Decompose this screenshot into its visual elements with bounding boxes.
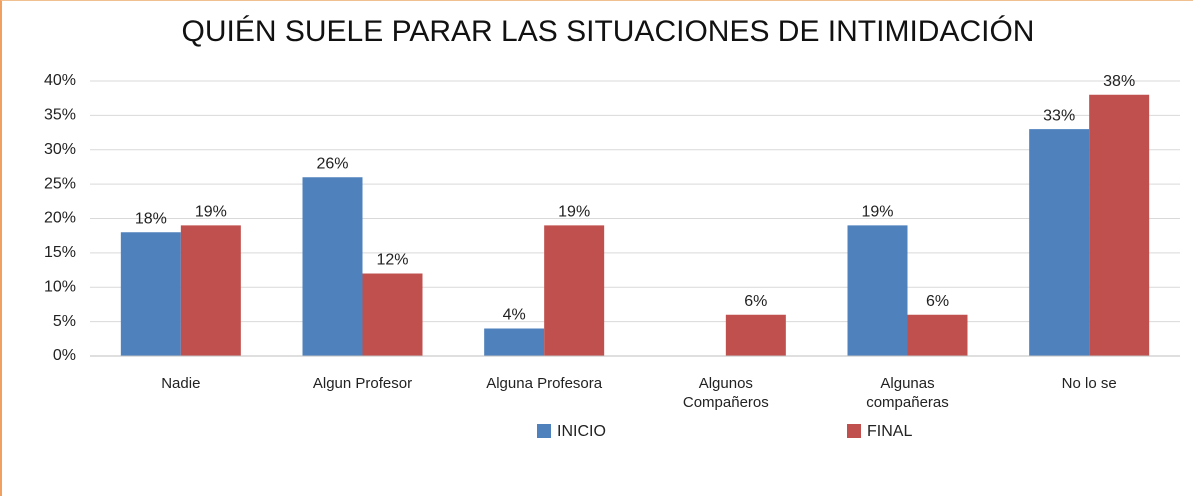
data-label: 19%: [195, 204, 227, 221]
legend-label: FINAL: [867, 423, 912, 440]
bar: [1089, 94, 1150, 356]
chart-title: QUIÉN SUELE PARAR LAS SITUACIONES DE INT…: [182, 15, 1035, 48]
bar: [484, 328, 545, 356]
x-tick-label: Algunas compañeras: [866, 375, 949, 411]
data-label: 6%: [926, 293, 949, 310]
x-tick-label: Algunos Compañeros: [682, 375, 769, 411]
bar: [847, 225, 908, 356]
y-tick-label: 35%: [44, 107, 76, 124]
x-tick-label: Nadie: [161, 375, 201, 392]
bar: [907, 314, 968, 356]
legend-swatch: [537, 424, 551, 438]
legend-label: INICIO: [557, 423, 606, 440]
data-label: 19%: [861, 204, 893, 221]
y-tick-label: 25%: [44, 175, 76, 192]
bar: [180, 225, 241, 356]
bar: [544, 225, 605, 356]
bar: [725, 314, 786, 356]
bar: [362, 273, 423, 356]
data-label: 4%: [503, 307, 526, 324]
data-label: 19%: [558, 204, 590, 221]
x-tick-label: Algun Profesor: [312, 375, 413, 392]
y-tick-label: 15%: [44, 244, 76, 261]
bar: [120, 232, 181, 356]
y-tick-label: 5%: [53, 313, 76, 330]
x-tick-label: Alguna Profesora: [486, 375, 603, 392]
y-tick-label: 30%: [44, 141, 76, 158]
y-tick-label: 20%: [44, 210, 76, 227]
y-tick-label: 40%: [44, 72, 76, 89]
y-tick-label: 10%: [44, 278, 76, 295]
legend-swatch: [847, 424, 861, 438]
data-label: 33%: [1043, 107, 1075, 124]
bar: [302, 177, 363, 356]
data-label: 18%: [135, 210, 167, 227]
data-label: 26%: [316, 155, 348, 172]
data-label: 6%: [744, 293, 767, 310]
data-label: 12%: [376, 252, 408, 269]
x-tick-label: No lo se: [1061, 375, 1117, 392]
y-tick-label: 0%: [53, 347, 76, 364]
bar: [1029, 129, 1090, 356]
data-label: 38%: [1103, 73, 1135, 90]
